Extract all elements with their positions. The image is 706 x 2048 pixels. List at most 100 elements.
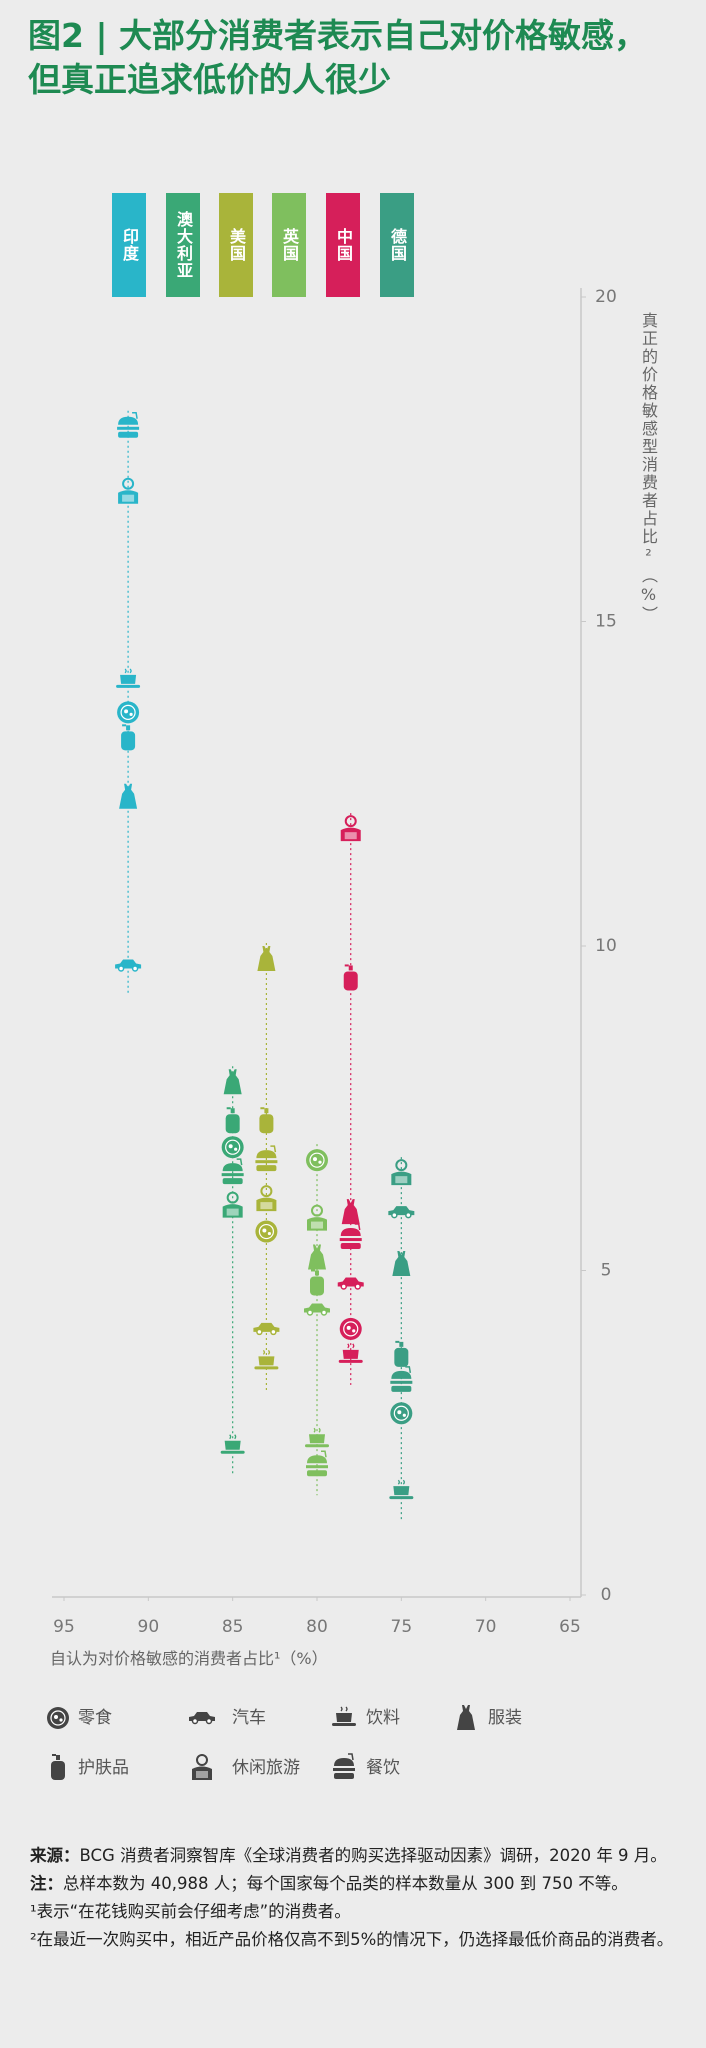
point: [339, 1223, 362, 1250]
x-tick-label: 80: [306, 1617, 328, 1637]
icon-part: [220, 1450, 245, 1454]
icon-part: [344, 815, 357, 828]
point: [338, 1343, 363, 1363]
x-tick-label: 70: [475, 1617, 497, 1637]
point: [341, 1199, 360, 1225]
legend-label: 餐饮: [366, 1758, 400, 1778]
point: [117, 412, 140, 438]
point: [340, 815, 361, 842]
icon-part: [230, 1108, 235, 1114]
x-tick-label: 65: [559, 1617, 581, 1637]
icon-part: [405, 1211, 412, 1219]
icon-part: [260, 1202, 273, 1210]
icon-part: [258, 1356, 275, 1366]
icon-part: [397, 1410, 402, 1415]
icon-part: [405, 1366, 412, 1373]
icon-part: [318, 1160, 322, 1164]
icon-part: [338, 1359, 363, 1363]
point: [337, 1277, 364, 1290]
icon-part: [225, 1139, 241, 1155]
icon-part: [340, 1706, 348, 1712]
icon-part: [389, 1496, 414, 1500]
icon-part: [226, 1208, 239, 1216]
point: [259, 1107, 274, 1134]
icon-part: [254, 1366, 279, 1370]
point: [304, 1303, 330, 1316]
icon-part: [339, 1238, 362, 1242]
icon-part: [50, 1710, 66, 1726]
point: [115, 959, 142, 972]
legend-icon: [333, 1753, 355, 1779]
series-tag: 印度: [112, 193, 146, 297]
point: [118, 477, 139, 504]
icon-part: [339, 1317, 362, 1340]
point: [257, 945, 276, 971]
point: [339, 1317, 362, 1340]
icon-part: [229, 1434, 237, 1440]
icon-part: [315, 1270, 319, 1276]
icon-part: [191, 1717, 199, 1725]
icon-part: [221, 1136, 244, 1159]
icon-part: [132, 412, 138, 419]
icon-part: [126, 725, 131, 731]
icon-part: [225, 1114, 240, 1134]
x-tick-label: 85: [222, 1617, 244, 1637]
icon-part: [222, 1163, 243, 1172]
icon-part: [228, 1144, 233, 1149]
icon-part: [221, 1173, 244, 1177]
icon-part: [313, 1157, 317, 1162]
icon-part: [255, 1160, 278, 1164]
point: [310, 1269, 324, 1296]
icon-part: [119, 783, 138, 809]
note-text: 总样本数为 40,988 人；每个国家每个品类的样本数量从 300 到 750 …: [63, 1874, 628, 1893]
legend-label: 服装: [488, 1708, 522, 1728]
point: [222, 1191, 243, 1218]
point: [255, 1220, 278, 1243]
legend-icon: [457, 1705, 475, 1730]
icon-part: [262, 1228, 267, 1233]
point: [221, 1158, 244, 1185]
x-tick-label: 75: [391, 1617, 413, 1637]
legend-icon: [189, 1712, 215, 1725]
icon-part: [308, 1244, 326, 1270]
icon-part: [262, 1349, 271, 1355]
icon-part: [118, 416, 139, 425]
icon-part: [129, 712, 133, 716]
icon-part: [334, 1758, 354, 1766]
icon-part: [336, 1713, 352, 1722]
icon-part: [270, 1145, 277, 1153]
icon-part: [392, 1251, 411, 1277]
icon-part: [120, 674, 137, 684]
icon-part: [121, 731, 136, 751]
point: [253, 1322, 280, 1336]
icon-part: [122, 477, 135, 490]
icon-part: [399, 1341, 404, 1347]
footnote: ²在最近一次购买中，相近产品价格仅高不到5%的情况下，仍选择最低价商品的消费者。: [30, 1930, 674, 1949]
icon-part: [307, 1455, 327, 1464]
point: [389, 1479, 414, 1500]
icon-part: [346, 1325, 351, 1330]
point: [116, 668, 141, 688]
icon-part: [390, 1402, 413, 1425]
y-tick-label: 20: [595, 287, 617, 307]
point: [392, 1251, 411, 1277]
icon-part: [259, 1114, 274, 1134]
icon-part: [340, 1243, 361, 1250]
icon-part: [340, 1283, 347, 1290]
legend-icon: [51, 1754, 65, 1780]
title: 图2 | 大部分消费者表示自己对价格敏感，但真正追求低价的人很少: [28, 16, 647, 99]
icon-part: [354, 1283, 361, 1290]
series-tag: 美国: [219, 193, 253, 297]
icon-part: [196, 1754, 208, 1766]
icon-part: [391, 1211, 398, 1219]
icon-part: [306, 1309, 314, 1316]
point: [391, 1159, 412, 1186]
y-tick-label: 0: [601, 1585, 612, 1605]
y-axis-label: 真正的价格敏感型消费者占比²（%）: [639, 312, 658, 624]
icon-part: [344, 832, 357, 840]
icon-part: [116, 684, 141, 688]
icon-part: [309, 1434, 325, 1444]
legend-label: 护肤品: [78, 1758, 129, 1778]
icon-part: [120, 704, 136, 720]
